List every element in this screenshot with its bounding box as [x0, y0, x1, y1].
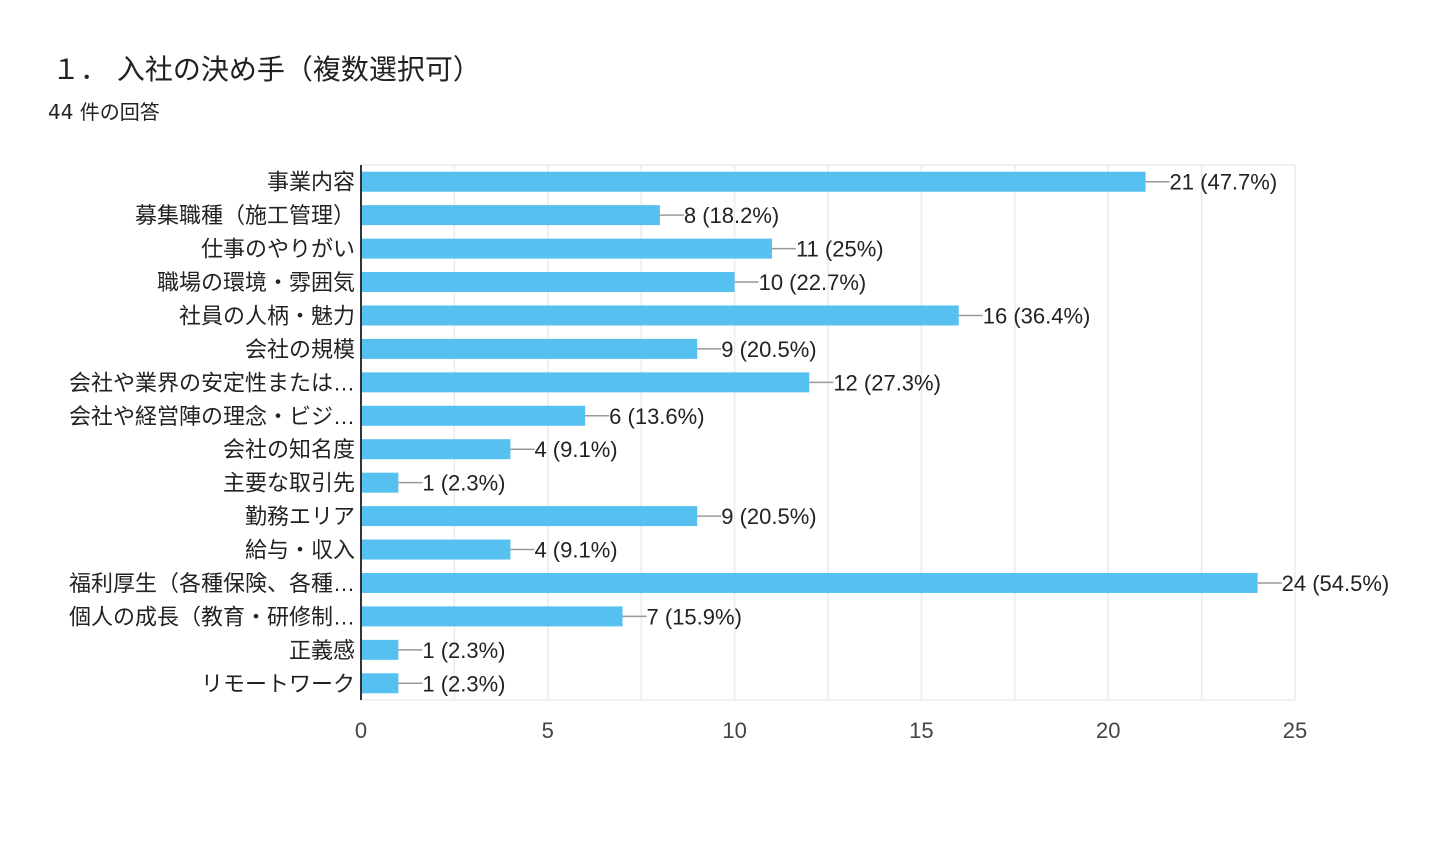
bar — [361, 338, 698, 359]
data-label: 16 (36.4%) — [983, 303, 1091, 328]
category-label: 給与・収入 — [245, 538, 355, 563]
x-tick-label: 15 — [909, 718, 933, 743]
bar — [361, 439, 511, 460]
category-label: 会社や経営陣の理念・ビジ… — [69, 404, 355, 429]
bar — [361, 572, 1258, 593]
x-tick-label: 20 — [1096, 718, 1120, 743]
data-label: 7 (15.9%) — [647, 604, 742, 629]
data-label: 6 (13.6%) — [609, 404, 704, 429]
category-label: 個人の成長（教育・研修制… — [69, 604, 355, 629]
data-label: 4 (9.1%) — [534, 437, 617, 462]
bar — [361, 305, 959, 326]
data-label: 4 (9.1%) — [534, 538, 617, 563]
x-tick-label: 0 — [355, 718, 367, 743]
bar — [361, 372, 810, 393]
category-label: 勤務エリア — [245, 504, 355, 529]
category-label: 福利厚生（各種保険、各種… — [69, 571, 355, 596]
bar — [361, 639, 399, 660]
bar — [361, 539, 511, 560]
x-tick-label: 25 — [1283, 718, 1307, 743]
data-label: 1 (2.3%) — [422, 638, 505, 663]
bar — [361, 506, 698, 527]
bar — [361, 205, 660, 226]
data-label: 12 (27.3%) — [833, 370, 941, 395]
data-label: 9 (20.5%) — [721, 504, 816, 529]
bar — [361, 405, 586, 426]
response-count: 44 件の回答 — [48, 100, 160, 124]
category-label: 募集職種（施工管理） — [135, 203, 355, 228]
category-label: 主要な取引先 — [223, 471, 355, 496]
category-label: 社員の人柄・魅力 — [179, 303, 355, 328]
category-label: リモートワーク — [201, 671, 355, 696]
category-label: 会社の規模 — [245, 337, 355, 362]
bar — [361, 606, 623, 627]
category-label: 会社や業界の安定性または… — [69, 370, 355, 395]
bar — [361, 673, 399, 694]
bar — [361, 472, 399, 493]
category-label: 職場の環境・雰囲気 — [157, 270, 355, 295]
data-label: 1 (2.3%) — [422, 471, 505, 496]
data-label: 9 (20.5%) — [721, 337, 816, 362]
x-tick-label: 10 — [722, 718, 746, 743]
category-label: 事業内容 — [267, 170, 355, 195]
category-label: 会社の知名度 — [223, 437, 355, 462]
data-label: 1 (2.3%) — [422, 671, 505, 696]
data-label: 11 (25%) — [796, 237, 884, 262]
data-label: 24 (54.5%) — [1282, 571, 1390, 596]
data-label: 8 (18.2%) — [684, 203, 779, 228]
chart-title: １． 入社の決め手（複数選択可） — [52, 53, 481, 86]
x-tick-label: 5 — [542, 718, 554, 743]
data-label: 21 (47.7%) — [1170, 170, 1278, 195]
bar — [361, 171, 1146, 192]
bar — [361, 238, 772, 259]
category-label: 仕事のやりがい — [201, 237, 355, 262]
data-label: 10 (22.7%) — [759, 270, 867, 295]
bar — [361, 272, 735, 293]
category-label: 正義感 — [289, 638, 355, 663]
